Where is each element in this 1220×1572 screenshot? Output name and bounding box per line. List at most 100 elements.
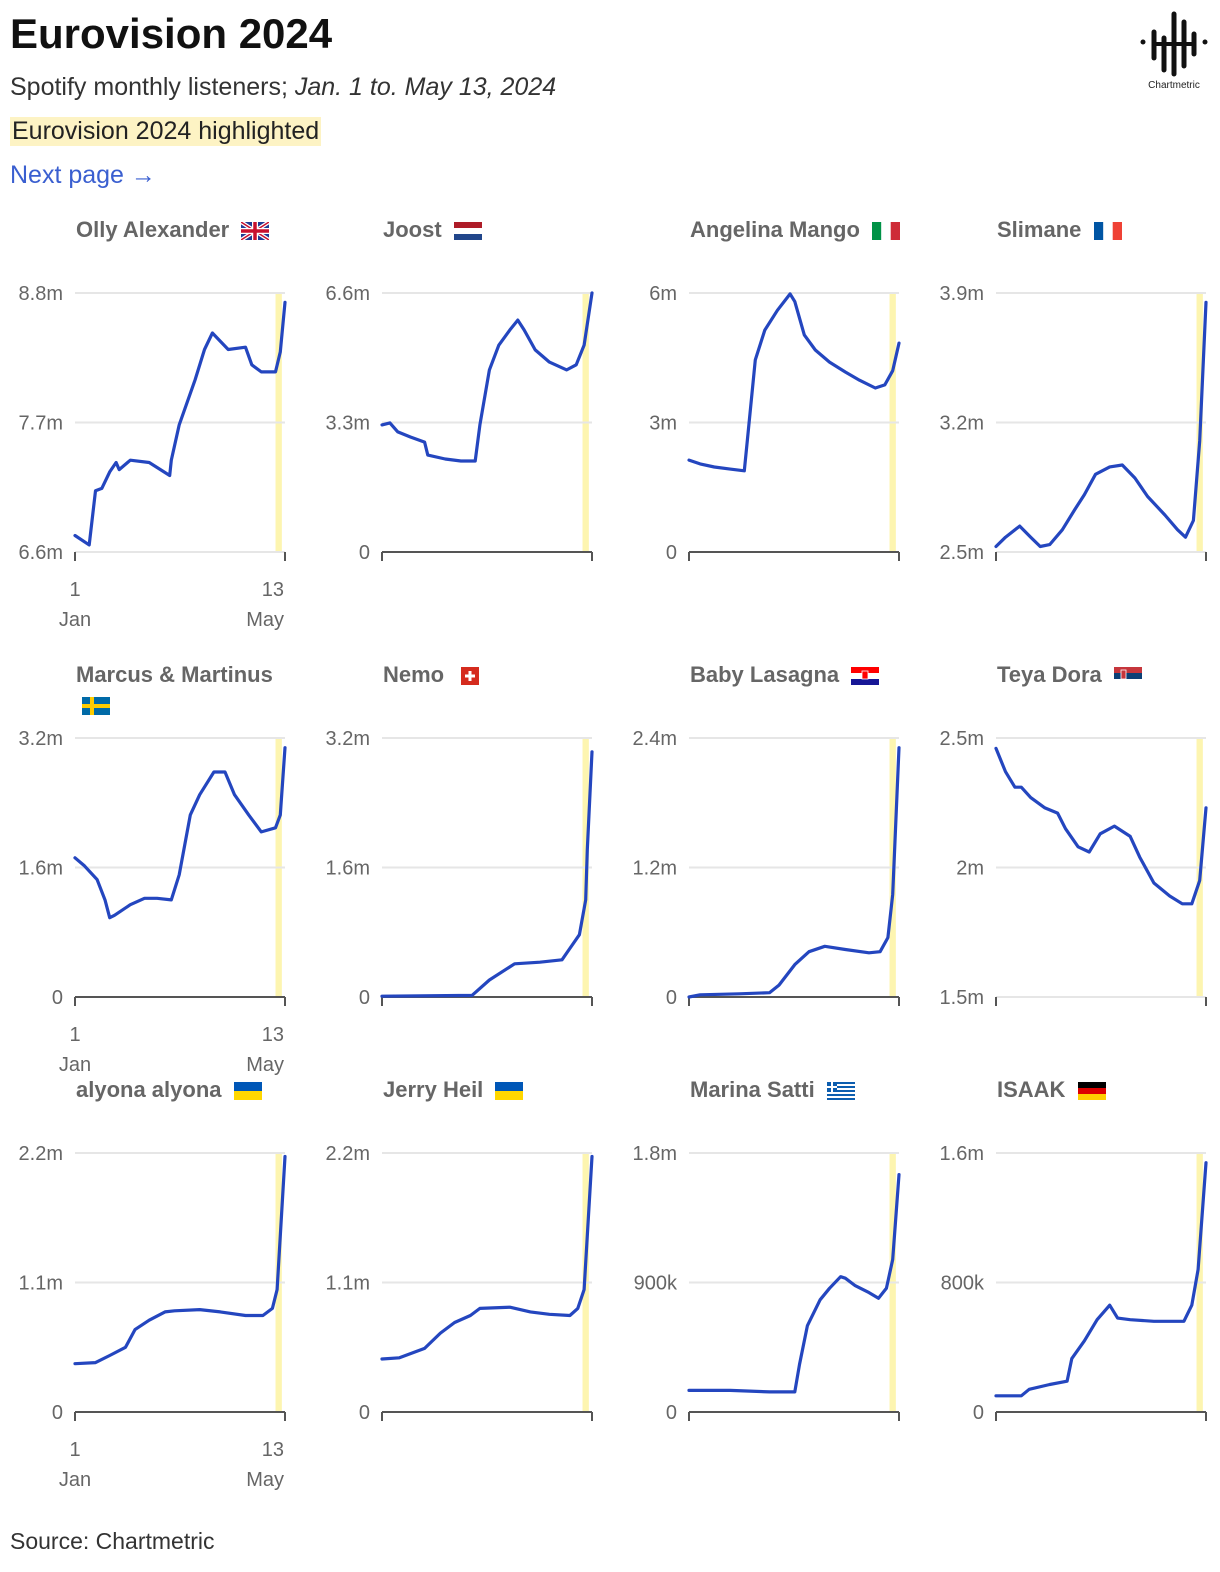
y-tick-label: 1.8m (633, 1143, 677, 1165)
y-tick-label: 1.2m (633, 858, 677, 880)
y-tick-label: 3.3m (326, 413, 370, 435)
flag-gr-icon (826, 1082, 855, 1100)
y-tick-label: 1.5m (940, 987, 984, 1009)
listeners-line (73, 746, 287, 920)
y-tick-label: 2.2m (19, 1143, 63, 1165)
y-tick-label: 1.1m (19, 1273, 63, 1295)
panel-title: Nemo (383, 660, 608, 690)
listeners-line (380, 291, 594, 463)
listeners-line (687, 292, 901, 473)
panel-isaak: 0 800k 1.6m (940, 1143, 1208, 1424)
panel-title: Slimane (997, 215, 1220, 245)
y-tick-label: 3.2m (326, 728, 370, 750)
y-tick-label: 0 (359, 987, 370, 1009)
y-tick-label: 0 (52, 1402, 63, 1424)
y-tick-label: 8.8m (19, 283, 63, 305)
listeners-line (73, 1154, 287, 1366)
y-tick-label: 0 (359, 542, 370, 564)
artist-name: Teya Dora (997, 662, 1102, 687)
y-tick-label: 0 (666, 1402, 677, 1424)
artist-name: Slimane (997, 217, 1082, 242)
x-tick-month: May (246, 609, 284, 631)
panel-title: Marcus & Martinus (76, 660, 301, 720)
flag-se-icon (82, 697, 110, 715)
y-tick-label: 0 (52, 987, 63, 1009)
y-tick-label: 1.6m (326, 858, 370, 880)
y-tick-label: 0 (666, 987, 677, 1009)
page-title: Eurovision 2024 (10, 10, 333, 57)
y-tick-label: 3.9m (940, 283, 984, 305)
flag-rs-icon (1113, 667, 1142, 685)
artist-name: Joost (383, 217, 442, 242)
flag-gb-icon (240, 220, 271, 242)
flag-it-icon (872, 222, 901, 240)
y-tick-label: 6.6m (19, 542, 63, 564)
y-tick-label: 1.1m (326, 1273, 370, 1295)
panel-title: Teya Dora (997, 660, 1220, 690)
listeners-line (994, 1161, 1208, 1398)
artist-name: Olly Alexander (76, 217, 230, 242)
panel-angelina-mango: 0 3m 6m (649, 283, 901, 564)
artist-name: ISAAK (997, 1077, 1066, 1102)
artist-name: Marina Satti (690, 1077, 815, 1102)
artist-name: alyona alyona (76, 1077, 222, 1102)
artist-name: Jerry Heil (383, 1077, 484, 1102)
panel-title: Baby Lasagna (690, 660, 915, 690)
x-tick-month: Jan (59, 1054, 91, 1076)
x-tick-month: Jan (59, 609, 91, 631)
x-tick-month: May (246, 1469, 284, 1491)
x-tick-day: 13 (262, 579, 284, 601)
source-note: Source: Chartmetric (10, 1528, 215, 1554)
panel-title: Marina Satti (690, 1075, 915, 1105)
y-tick-label: 2.4m (633, 728, 677, 750)
flag-ch-icon (461, 667, 480, 685)
panel-title: Jerry Heil (383, 1075, 608, 1105)
panel-slimane: 2.5m 3.2m 3.9m (940, 283, 1208, 564)
flag-de-icon (1077, 1082, 1106, 1100)
x-tick-day: 13 (262, 1024, 284, 1046)
y-tick-label: 6m (649, 283, 677, 305)
subtitle: Spotify monthly listeners; Jan. 1 to. Ma… (10, 73, 556, 102)
y-tick-label: 3.2m (940, 413, 984, 435)
flag-hr-icon (851, 667, 880, 685)
logo-text: Chartmetric (1148, 80, 1200, 91)
panel-baby-lasagna: 0 1.2m 2.4m (633, 728, 901, 1009)
y-tick-label: 2.5m (940, 542, 984, 564)
y-tick-label: 6.6m (326, 283, 370, 305)
panel-title: ISAAK (997, 1075, 1220, 1105)
artist-name: Baby Lasagna (690, 662, 840, 687)
highlight-note: Eurovision 2024 highlighted (10, 117, 322, 146)
panel-title: Olly Alexander (76, 215, 301, 245)
panel-marina-satti: 0 900k 1.8m (633, 1143, 901, 1424)
panel-olly-alexander: 6.6m 7.7m 8.8m 1 Jan 13 May (19, 283, 287, 631)
panel-jerry-heil: 0 1.1m 2.2m (326, 1143, 594, 1424)
y-tick-label: 1.6m (19, 858, 63, 880)
listeners-line (687, 746, 901, 999)
x-tick-day: 1 (69, 1439, 80, 1461)
y-tick-label: 1.6m (940, 1143, 984, 1165)
artist-name: Nemo (383, 662, 445, 687)
subtitle-dates: Jan. 1 to. May 13, 2024 (294, 73, 557, 101)
y-tick-label: 0 (666, 542, 677, 564)
artist-name: Marcus & Martinus (76, 662, 273, 687)
y-tick-label: 2.2m (326, 1143, 370, 1165)
flag-ua-icon (495, 1082, 524, 1100)
x-tick-day: 13 (262, 1439, 284, 1461)
artist-name: Angelina Mango (690, 217, 860, 242)
y-tick-label: 7.7m (19, 413, 63, 435)
y-tick-label: 2.5m (940, 728, 984, 750)
flag-nl-icon (453, 222, 482, 240)
panel-title: Angelina Mango (690, 215, 915, 245)
flag-ua-icon (233, 1082, 262, 1100)
x-tick-month: May (246, 1054, 284, 1076)
x-tick-day: 1 (69, 579, 80, 601)
x-tick-day: 1 (69, 1024, 80, 1046)
x-tick-month: Jan (59, 1469, 91, 1491)
panel-teya-dora: 1.5m 2m 2.5m (940, 728, 1208, 1009)
panel-title: Joost (383, 215, 608, 245)
listeners-line (380, 750, 594, 998)
next-page-link[interactable]: Next page → (10, 161, 156, 189)
panel-marcus-martinus: 0 1.6m 3.2m 1 Jan 13 May (19, 728, 287, 1076)
y-tick-label: 0 (359, 1402, 370, 1424)
listeners-line (994, 300, 1208, 549)
